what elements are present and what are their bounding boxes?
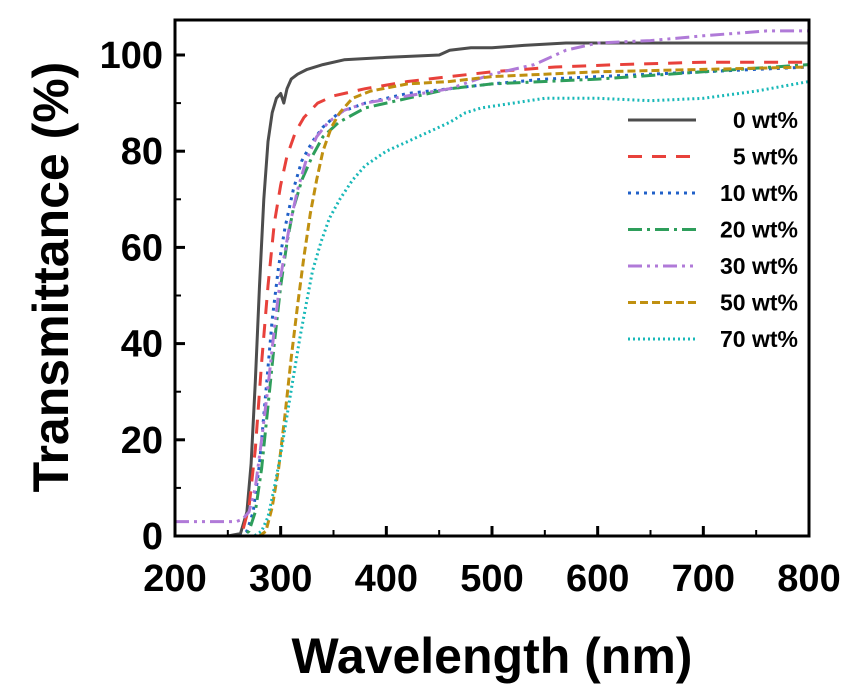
legend-label-4: 30 wt% [720, 253, 798, 279]
y-tick-label: 20 [121, 420, 163, 462]
series-line-0 [175, 41, 809, 536]
y-tick-label: 80 [121, 131, 163, 173]
legend-label-3: 20 wt% [720, 217, 798, 243]
series-line-3 [175, 63, 809, 536]
x-tick-label: 700 [672, 558, 735, 600]
y-tick-label: 0 [142, 516, 163, 558]
series-line-5 [175, 65, 809, 536]
plot-series-group [175, 29, 809, 536]
y-axis-title: Transmittance (%) [23, 62, 79, 493]
series-line-4 [175, 29, 809, 524]
legend-label-2: 10 wt% [720, 180, 798, 206]
axis-ticks [173, 53, 811, 538]
series-line-1 [175, 60, 809, 536]
y-tick-label: 40 [121, 324, 163, 366]
legend: 0 wt% 5 wt% 10 wt% 20 wt% 30 wt% 50 wt% 70 wt% [628, 107, 798, 352]
x-tick-label: 200 [143, 558, 206, 600]
x-tick-label: 500 [460, 558, 523, 600]
x-tick-label: 600 [566, 558, 629, 600]
x-tick-label: 800 [777, 558, 840, 600]
legend-label-6: 70 wt% [720, 326, 798, 352]
legend-label-0: 0 wt% [733, 107, 798, 133]
x-axis-title: Wavelength (nm) [292, 628, 693, 684]
y-tick-label: 60 [121, 227, 163, 269]
y-tick-label: 100 [100, 35, 163, 77]
x-tick-label: 300 [249, 558, 312, 600]
legend-label-1: 5 wt% [733, 144, 798, 170]
legend-label-5: 50 wt% [720, 290, 798, 316]
x-tick-label: 400 [355, 558, 418, 600]
tick-labels: 200 300 400 500 600 700 800 0 20 40 60 80 100 [100, 35, 841, 600]
series-line-6 [175, 80, 809, 536]
